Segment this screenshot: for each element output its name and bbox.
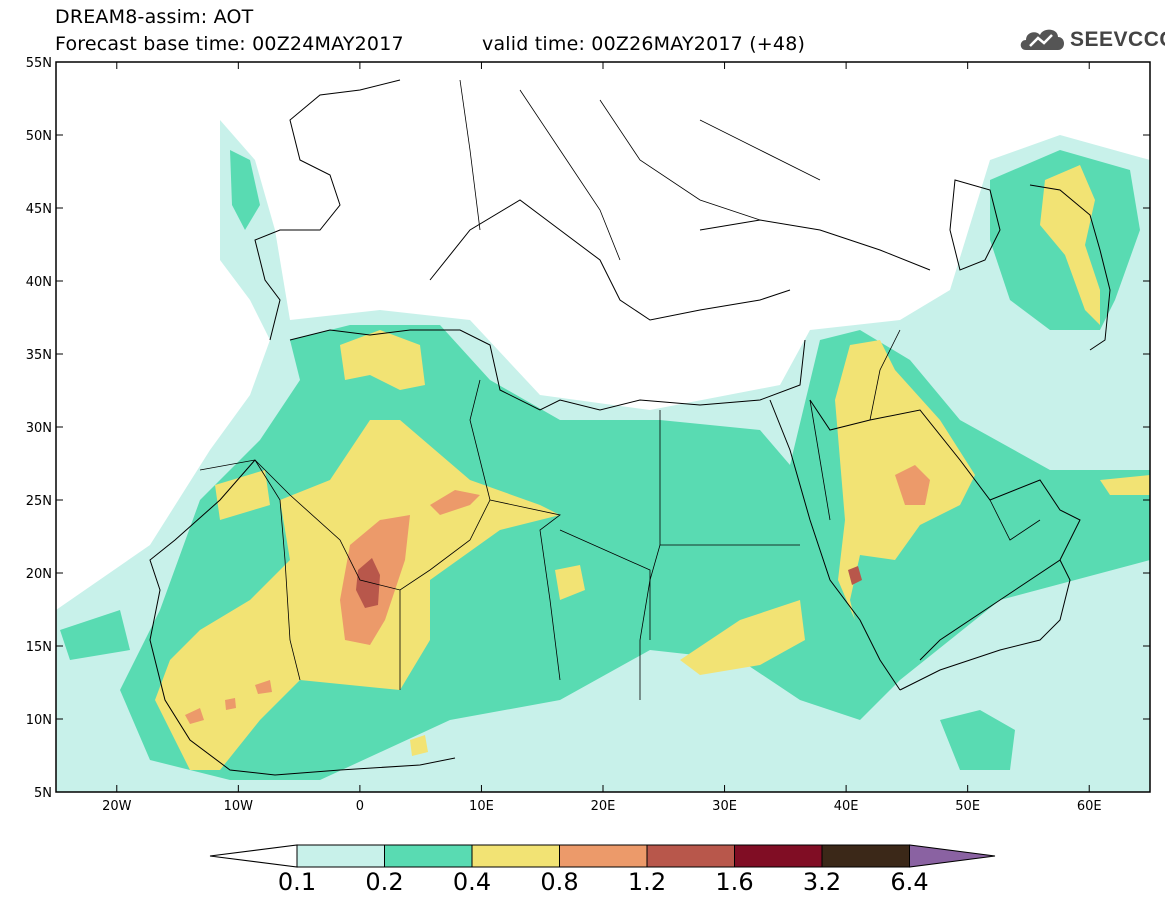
colorbar-label: 1.6 xyxy=(715,868,754,896)
lat-tick-label: 55N xyxy=(26,56,52,71)
lon-tick-label: 60E xyxy=(1077,799,1102,814)
seevccc-logo: SEEVCCC xyxy=(1016,22,1165,58)
colorbar-label: 0.1 xyxy=(277,868,317,896)
valid-time: valid time: 00Z26MAY2017 (+48) xyxy=(482,33,806,55)
colorbar-label: 6.4 xyxy=(890,868,929,896)
colorbar-label: 3.2 xyxy=(802,868,842,896)
lon-tick-label: 10W xyxy=(224,799,254,814)
colorbar-label: 1.2 xyxy=(627,868,667,896)
lat-tick-label: 15N xyxy=(26,640,52,655)
coastlines xyxy=(149,79,1111,776)
borders xyxy=(199,79,1041,700)
map-title: DREAM8-assim: AOT xyxy=(55,6,254,28)
axis-ticks: 55N 50N 45N 40N 35N 30N 25N 20N 15N 10N 5N 20W 10W 0 1… xyxy=(26,56,1150,814)
lon-tick-label: 30E xyxy=(712,799,737,814)
colorbar-label: 0.2 xyxy=(365,868,404,896)
colorbar-segment xyxy=(734,844,823,868)
colorbar-segment xyxy=(646,844,735,868)
colorbar-label: 0.8 xyxy=(540,868,579,896)
colorbar-segment xyxy=(559,844,648,868)
lat-tick-label: 30N xyxy=(26,421,52,436)
lat-tick-label: 45N xyxy=(26,202,52,217)
colorbar-segment xyxy=(821,844,910,868)
lat-tick-label: 50N xyxy=(26,129,52,144)
lat-tick-label: 25N xyxy=(26,494,52,509)
lat-tick-label: 35N xyxy=(26,348,52,363)
lon-tick-label: 40E xyxy=(834,799,859,814)
lon-tick-label: 20E xyxy=(591,799,616,814)
lat-tick-label: 10N xyxy=(26,713,52,728)
colorbar-over-arrow xyxy=(909,844,996,868)
lon-tick-label: 50E xyxy=(955,799,980,814)
forecast-base-time: Forecast base time: 00Z24MAY2017 xyxy=(55,33,404,55)
lat-tick-label: 40N xyxy=(26,275,52,290)
colorbar-segment xyxy=(471,844,560,868)
lat-tick-label: 5N xyxy=(34,786,52,801)
lon-tick-label: 10E xyxy=(469,799,494,814)
cloud-logo-icon xyxy=(1020,29,1064,50)
lat-tick-label: 20N xyxy=(26,567,52,582)
colorbar-label: 0.4 xyxy=(452,868,492,896)
logo-text: SEEVCCC xyxy=(1070,28,1165,51)
colorbar-segment xyxy=(384,844,473,868)
colorbar-segment xyxy=(296,844,385,868)
lon-tick-label: 0 xyxy=(356,799,364,814)
lon-tick-label: 20W xyxy=(102,799,132,814)
colorbar-under-arrow xyxy=(209,844,298,868)
